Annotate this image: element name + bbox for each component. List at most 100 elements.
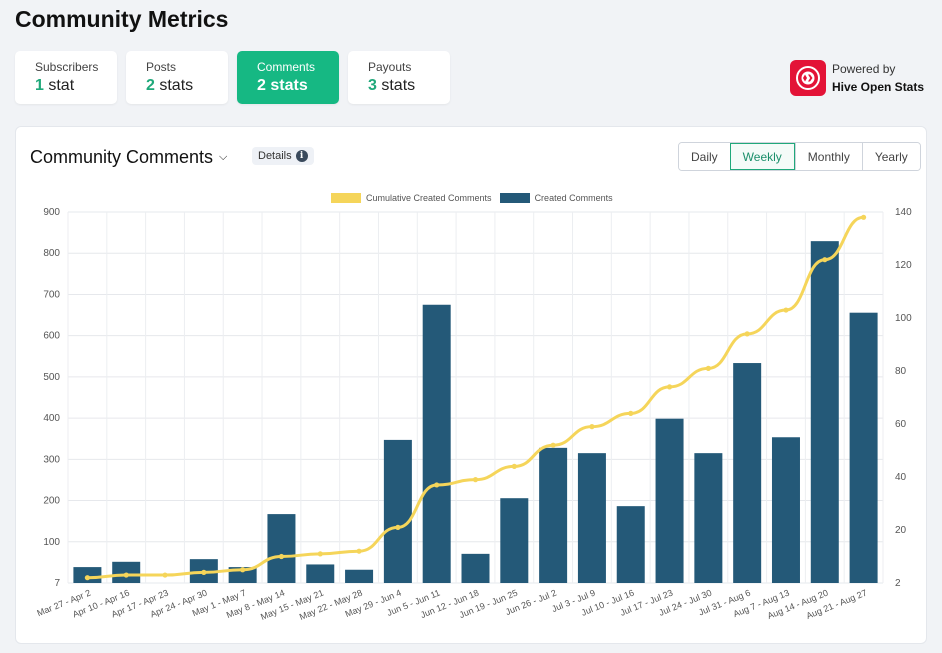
bar [112,561,141,583]
card-title: Community Comments [30,147,214,167]
line-point [589,424,595,430]
details-label: Details [258,150,292,162]
period-toggle: Daily Weekly Monthly Yearly [678,142,921,171]
line-point [356,548,362,554]
line-point [783,307,789,313]
bar [267,514,296,583]
tab-unit: stats [381,77,416,94]
bar [461,553,490,583]
y-left-tick-label: 7 [54,578,60,589]
powered-prefix: Powered by [832,62,896,76]
line-point [550,442,556,448]
tab-value: 2 stats [146,77,228,95]
chart-legend: Cumulative Created Comments Created Comm… [331,193,613,203]
line-point [240,567,246,573]
line-point [201,569,207,575]
powered-by[interactable]: Powered by Hive Open Stats [790,60,924,96]
period-yearly-button[interactable]: Yearly [861,143,920,170]
tab-value: 1 stat [35,77,117,95]
tab-label: Posts [146,60,177,74]
details-button[interactable]: Details i [252,147,314,165]
tab-subscribers[interactable]: Subscribers 1 stat [15,51,117,104]
tab-value: 2 stats [257,77,339,95]
bar [616,506,645,583]
line-point [84,575,91,581]
y-right-tick-label: 80 [895,366,907,377]
tab-value: 3 stats [368,77,450,95]
powered-name: Hive Open Stats [832,80,925,94]
y-left-tick-label: 400 [43,413,60,424]
tab-count: 2 [257,77,266,94]
period-weekly-button[interactable]: Weekly [729,143,795,170]
period-monthly-button[interactable]: Monthly [794,143,862,170]
line-point [744,331,750,337]
y-left-tick-label: 900 [43,207,60,218]
line-point [395,524,401,530]
y-left-tick-label: 700 [43,289,60,300]
bar [500,498,529,583]
tab-unit: stats [159,77,194,94]
line-point [317,551,323,557]
line-point [434,482,440,488]
legend-swatch-line [331,193,361,203]
bar [577,453,606,583]
tab-count: 2 [146,77,155,94]
tab-unit: stats [270,77,308,94]
bar [694,453,723,583]
hive-logo-icon [790,60,826,96]
tab-label: Subscribers [35,60,99,74]
line-point [628,410,634,416]
bar [539,447,568,583]
line-point [511,463,517,469]
bar [383,439,412,583]
tab-label: Comments [257,60,316,74]
line-point [705,365,711,371]
tab-count: 3 [368,77,377,94]
info-icon: i [295,150,308,162]
bar [771,437,800,583]
bar [655,418,684,583]
tab-count: 1 [35,77,44,94]
powered-text: Powered by Hive Open Stats [832,60,924,96]
legend-item-created[interactable]: Created Comments [499,193,613,203]
legend-label: Created Comments [534,193,613,203]
y-right-tick-label: 100 [895,313,912,324]
y-right-tick-label: 2 [895,578,901,589]
bar [422,304,451,583]
line-point [472,477,479,483]
stat-tabs: Subscribers 1 stat Posts 2 stats Comment… [15,51,450,104]
line-point [278,553,285,560]
tab-payouts[interactable]: Payouts 3 stats [348,51,450,104]
y-right-tick-label: 40 [895,472,907,483]
y-left-tick-label: 500 [43,372,60,383]
tab-posts[interactable]: Posts 2 stats [126,51,228,104]
y-left-tick-label: 100 [43,537,60,548]
bar [849,312,878,583]
line-point [860,214,867,220]
line-point [666,384,673,390]
bar [810,241,839,583]
y-left-tick-label: 800 [43,248,60,259]
legend-item-cumulative[interactable]: Cumulative Created Comments [331,193,492,203]
bar [73,567,102,583]
comments-chart: 7 100 200 300 400 500 600 700 800 900 2 20 40 60 80 100… [36,207,913,622]
legend-swatch-bar [499,193,530,203]
y-right-tick-label: 60 [895,419,907,430]
tab-comments[interactable]: Comments 2 stats [237,51,339,104]
chart-selector[interactable]: Community Comments ⌵ [30,147,227,168]
chart-card: Community Comments ⌵ Details i Daily Wee… [15,126,927,644]
tab-unit: stat [48,77,75,94]
y-left-tick-label: 300 [43,454,60,465]
chevron-down-icon: ⌵ [219,151,228,163]
page-title: Community Metrics [15,6,229,32]
bar [733,363,762,583]
bar [306,564,335,583]
line-point [123,572,129,578]
period-daily-button[interactable]: Daily [679,143,730,170]
y-right-tick-label: 20 [895,525,907,536]
y-left-tick-label: 200 [43,496,60,507]
y-right-tick-label: 140 [895,207,912,218]
tab-label: Payouts [368,60,412,74]
bar [345,569,374,583]
line-point [822,257,828,263]
